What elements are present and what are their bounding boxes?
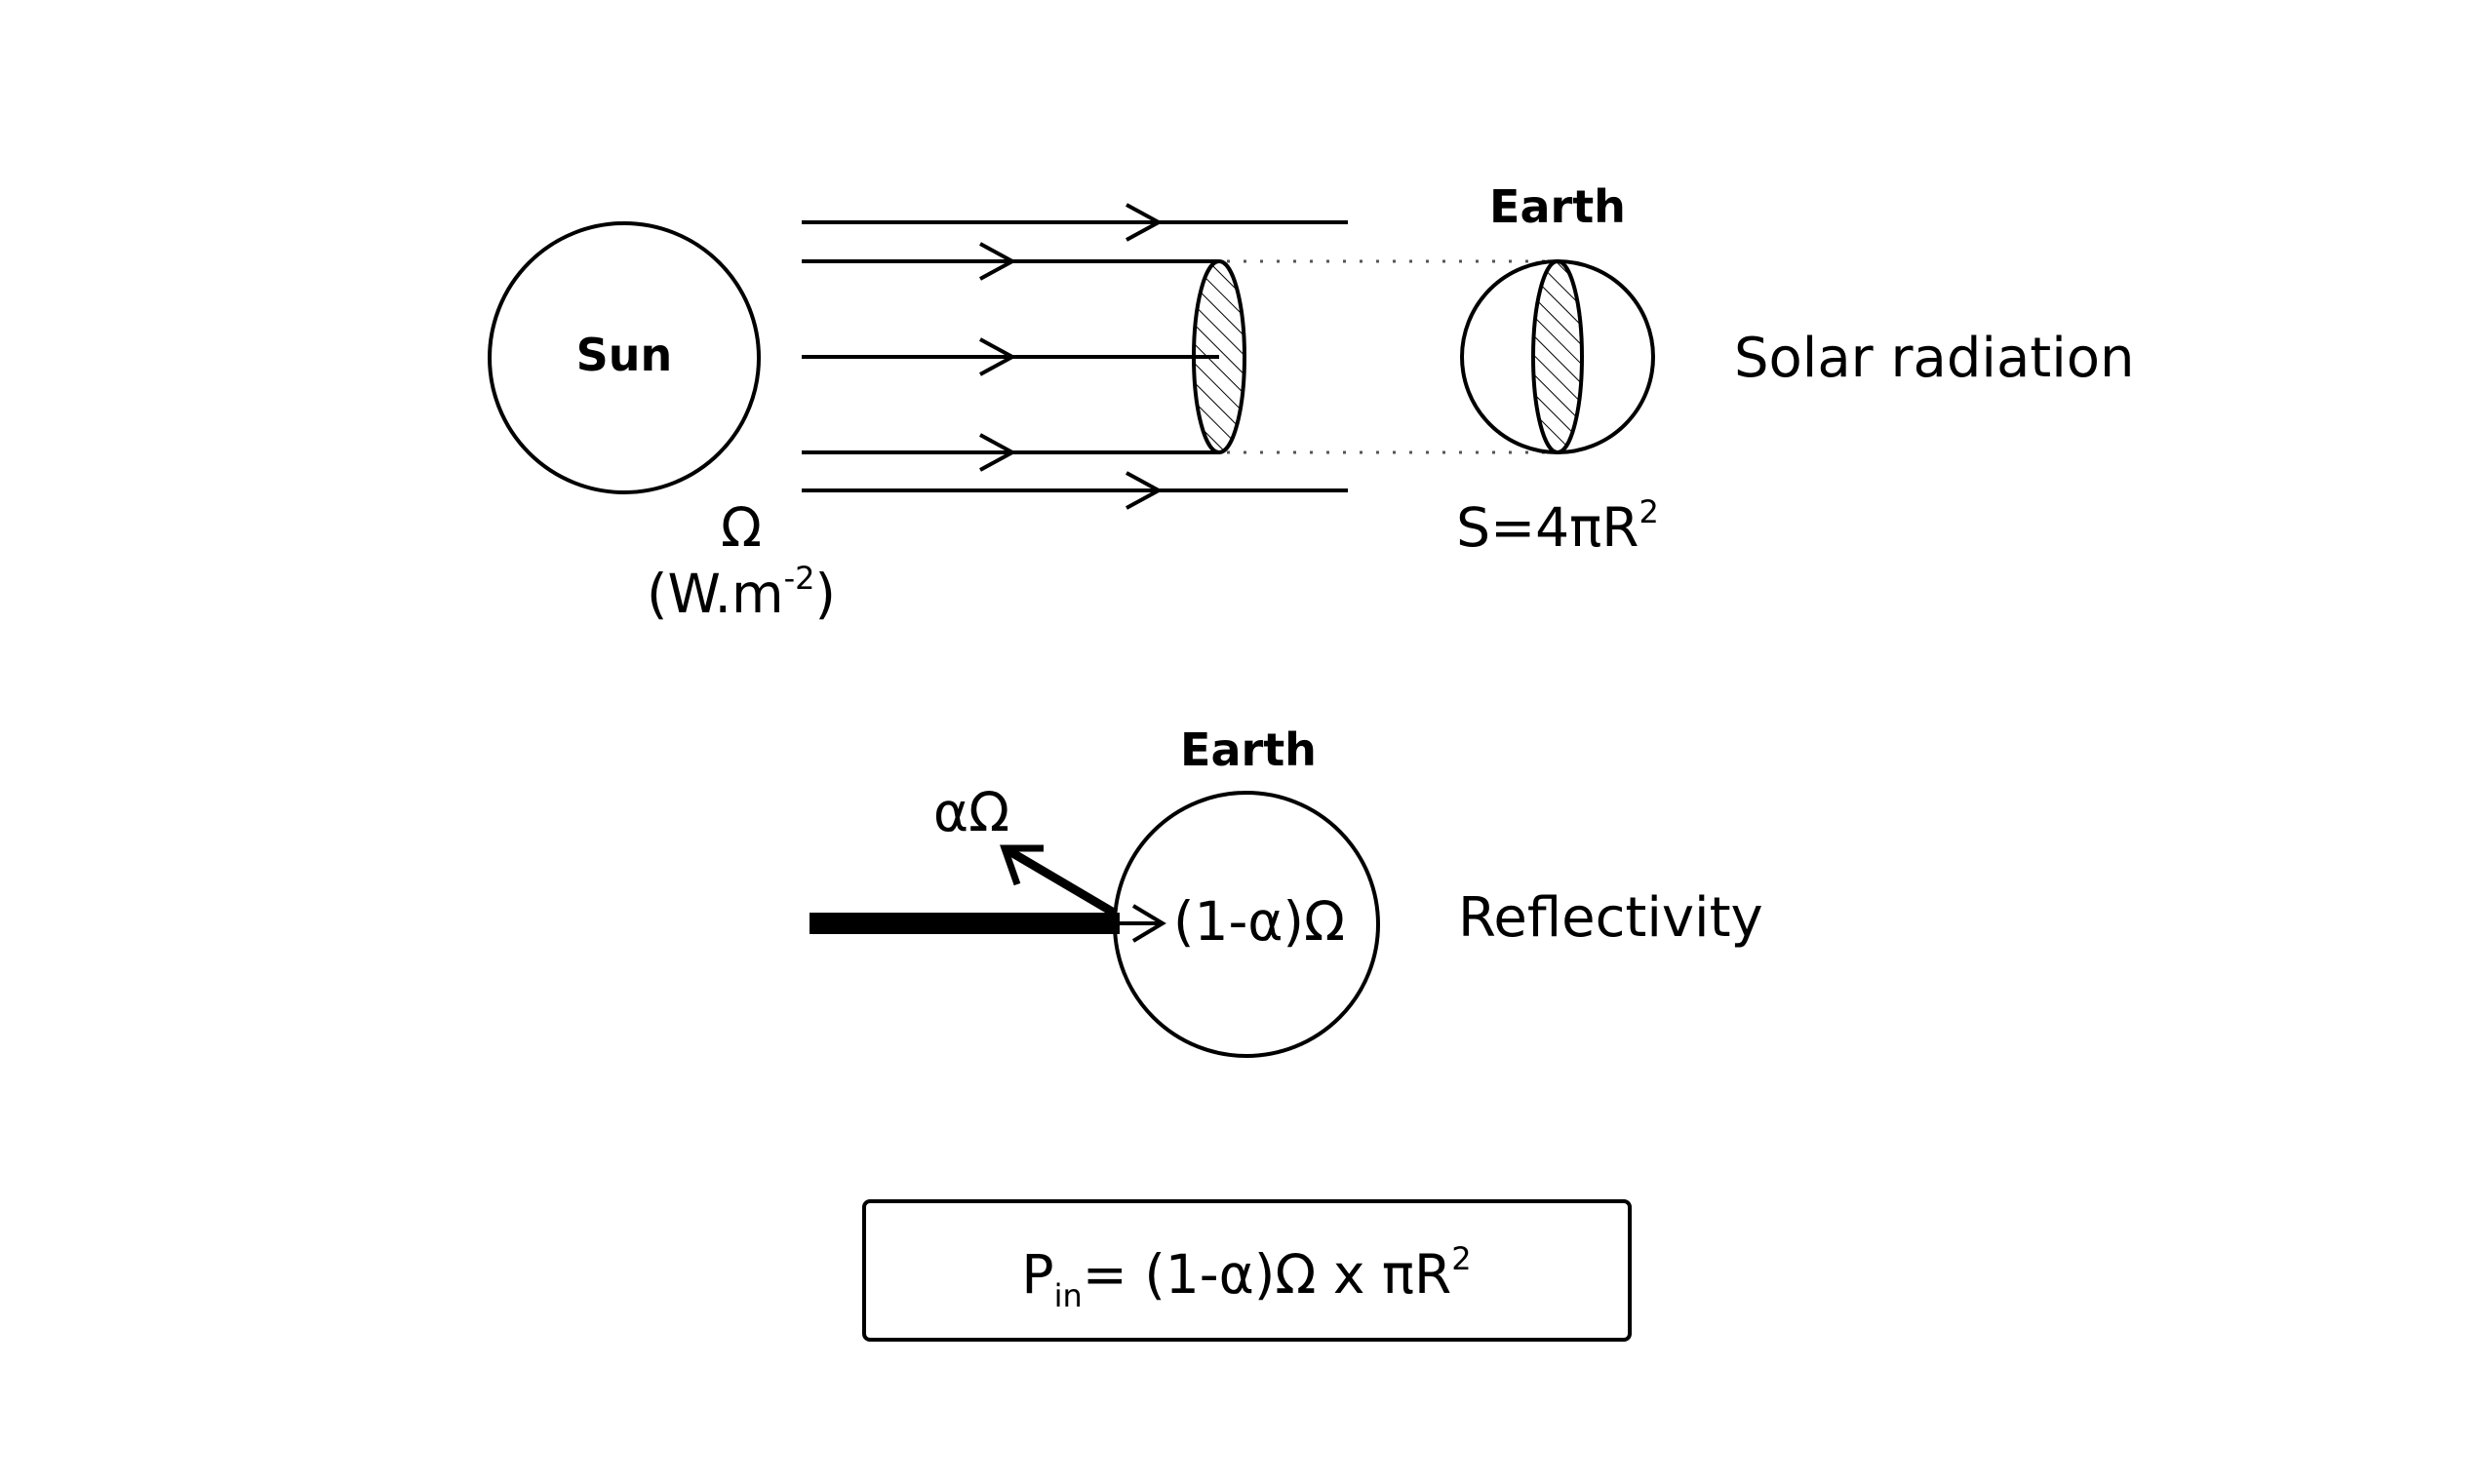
ray-bottom-inner-arrowhead xyxy=(979,433,1017,472)
formula-p: P xyxy=(1021,1243,1053,1306)
radiation-rays xyxy=(802,203,1348,510)
earth-top-label: Earth xyxy=(1489,180,1626,233)
flux-unit: (W.m-2) xyxy=(647,560,836,625)
sun-circle xyxy=(488,221,761,494)
incoming-beam-bar xyxy=(810,913,1120,934)
unit-open: (W.m xyxy=(647,563,784,625)
reflected-arrow-head xyxy=(1000,844,1044,886)
reflected-arrow xyxy=(1000,844,1117,917)
formula-body: = (1-α)Ω x πR xyxy=(1083,1243,1451,1306)
surface-base: S=4πR xyxy=(1456,496,1639,559)
unit-close: ) xyxy=(815,563,836,625)
ray-top-outer-arrowhead xyxy=(1126,203,1164,242)
formula-p-subscript: in xyxy=(1054,1277,1083,1314)
formula-box: Pin= (1-α)Ω x πR2 xyxy=(862,1199,1632,1342)
formula-box-frame xyxy=(862,1199,1632,1342)
ray-top-inner-arrowhead xyxy=(979,242,1017,281)
solar-radiation-label: Solar radiation xyxy=(1734,327,2135,390)
absorbed-label: (1-α)Ω xyxy=(1173,890,1345,953)
reflected-arrow-shaft xyxy=(1007,847,1117,917)
reflected-label: αΩ xyxy=(933,781,1009,843)
earth-top: Earth xyxy=(1460,180,1655,454)
cross-section-disk xyxy=(1192,259,1246,454)
absorbed-arrow-head xyxy=(1131,904,1166,943)
sun-label: Sun xyxy=(576,329,673,381)
omega-symbol: Ω xyxy=(721,496,762,559)
sun: Sun xyxy=(488,221,761,494)
ray-middle-arrowhead xyxy=(979,337,1017,376)
formula-exponent: 2 xyxy=(1451,1240,1471,1277)
surface-formula: S=4πR2 xyxy=(1456,493,1659,559)
earth-cross-section xyxy=(1531,259,1584,454)
ray-bottom-outer-arrowhead xyxy=(1126,471,1164,510)
incoming-beam xyxy=(810,904,1166,943)
reflectivity-label: Reflectivity xyxy=(1458,886,1763,950)
earth-middle-label: Earth xyxy=(1180,723,1317,776)
unit-exponent: -2 xyxy=(784,560,815,597)
power-formula: Pin= (1-α)Ω x πR2 xyxy=(1021,1240,1471,1314)
projection-lines xyxy=(1227,259,1551,454)
surface-exponent: 2 xyxy=(1639,493,1658,530)
